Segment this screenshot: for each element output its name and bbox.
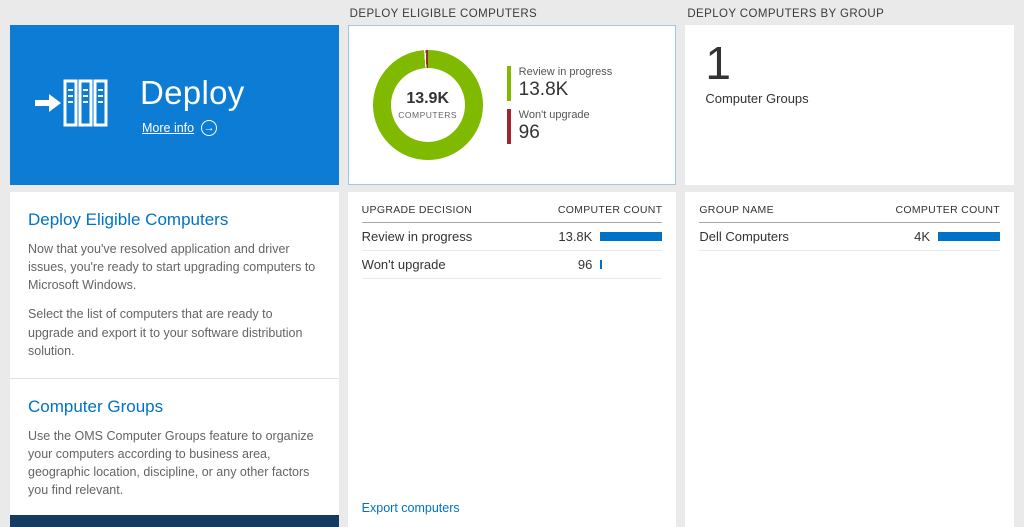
deploy-hero-tile[interactable]: Deploy More info → xyxy=(10,25,339,185)
legend-swatch xyxy=(506,66,511,101)
more-info-arrow-icon[interactable]: → xyxy=(201,120,218,136)
row-label: Dell Computers xyxy=(699,229,789,244)
hero-text: Deploy More info → xyxy=(140,74,245,136)
section-paragraph: Now that you've resolved application and… xyxy=(28,242,316,293)
left-column: Deploy More info → Deploy Eligible Compu… xyxy=(10,0,339,527)
donut-center-value: 13.9K xyxy=(406,90,450,107)
section-heading: Deploy Eligible Computers xyxy=(28,210,229,229)
upgrade-decision-panel: UPGRADE DECISION COMPUTER COUNT Review i… xyxy=(347,192,677,527)
row-value: 96 xyxy=(577,257,593,272)
row-value: 4K xyxy=(914,229,931,244)
more-info-link[interactable]: More info xyxy=(142,121,195,135)
group-count-label: Computer Groups xyxy=(705,91,809,107)
right-column-header: DEPLOY COMPUTERS BY GROUP xyxy=(687,7,885,20)
row-bar xyxy=(600,260,602,269)
export-computers-link[interactable]: Export computers xyxy=(361,501,460,515)
left-column-header xyxy=(10,0,339,25)
hero-title: Deploy xyxy=(140,74,245,111)
computer-groups-tile[interactable]: 1 Computer Groups xyxy=(685,25,1015,185)
middle-column: DEPLOY ELIGIBLE COMPUTERS 13.9K COMPUTER… xyxy=(347,0,677,527)
legend-swatch xyxy=(506,109,511,144)
donut-center-label: COMPUTERS xyxy=(398,110,458,120)
table-header: UPGRADE DECISION COMPUTER COUNT xyxy=(361,192,663,223)
column-header-computer-count: COMPUTER COUNT xyxy=(557,204,663,216)
info-section-computer-groups: Computer Groups Use the OMS Computer Gro… xyxy=(10,379,339,515)
legend-item-review-in-progress: Review in progress 13.8K xyxy=(506,66,613,101)
table-row[interactable]: Won't upgrade 96 xyxy=(361,251,663,279)
row-bar xyxy=(938,232,1001,241)
section-paragraph: Select the list of computers that are re… xyxy=(28,307,303,358)
legend-item-wont-upgrade: Won't upgrade 96 xyxy=(506,109,613,144)
left-info-panel: Deploy Eligible Computers Now that you'v… xyxy=(10,192,339,515)
table-row[interactable]: Dell Computers 4K xyxy=(699,223,1001,251)
section-heading: Computer Groups xyxy=(28,396,164,416)
column-header-upgrade-decision: UPGRADE DECISION xyxy=(361,204,473,216)
middle-column-header: DEPLOY ELIGIBLE COMPUTERS xyxy=(349,7,538,20)
legend-value: 13.8K xyxy=(518,79,569,100)
section-paragraph: Use the OMS Computer Groups feature to o… xyxy=(28,428,314,498)
donut-center: 13.9K COMPUTERS xyxy=(390,68,465,142)
donut-wrap: 13.9K COMPUTERS xyxy=(372,50,483,160)
row-value: 13.8K xyxy=(558,229,593,244)
group-count-value: 1 xyxy=(705,37,731,89)
info-section-deploy-eligible: Deploy Eligible Computers Now that you'v… xyxy=(10,192,339,379)
legend-value: 96 xyxy=(518,122,540,143)
table-header: GROUP NAME COMPUTER COUNT xyxy=(699,192,1001,223)
table-row[interactable]: Review in progress 13.8K xyxy=(361,223,663,251)
right-column: DEPLOY COMPUTERS BY GROUP 1 Computer Gro… xyxy=(685,0,1015,527)
group-list-panel: GROUP NAME COMPUTER COUNT Dell Computers… xyxy=(685,192,1015,527)
row-label: Won't upgrade xyxy=(361,257,446,272)
deploy-icon xyxy=(32,74,110,137)
legend-label: Review in progress xyxy=(518,66,613,78)
legend-label: Won't upgrade xyxy=(518,109,590,121)
column-header-computer-count: COMPUTER COUNT xyxy=(895,204,1001,216)
tile-footer-strip xyxy=(10,515,339,527)
column-header-group-name: GROUP NAME xyxy=(699,204,774,216)
row-label: Review in progress xyxy=(361,229,473,244)
donut-legend: Review in progress 13.8K Won't upgrade 9… xyxy=(506,66,613,144)
eligible-computers-tile[interactable]: 13.9K COMPUTERS Review in progress 13.8K… xyxy=(347,25,677,185)
row-bar xyxy=(600,232,663,241)
